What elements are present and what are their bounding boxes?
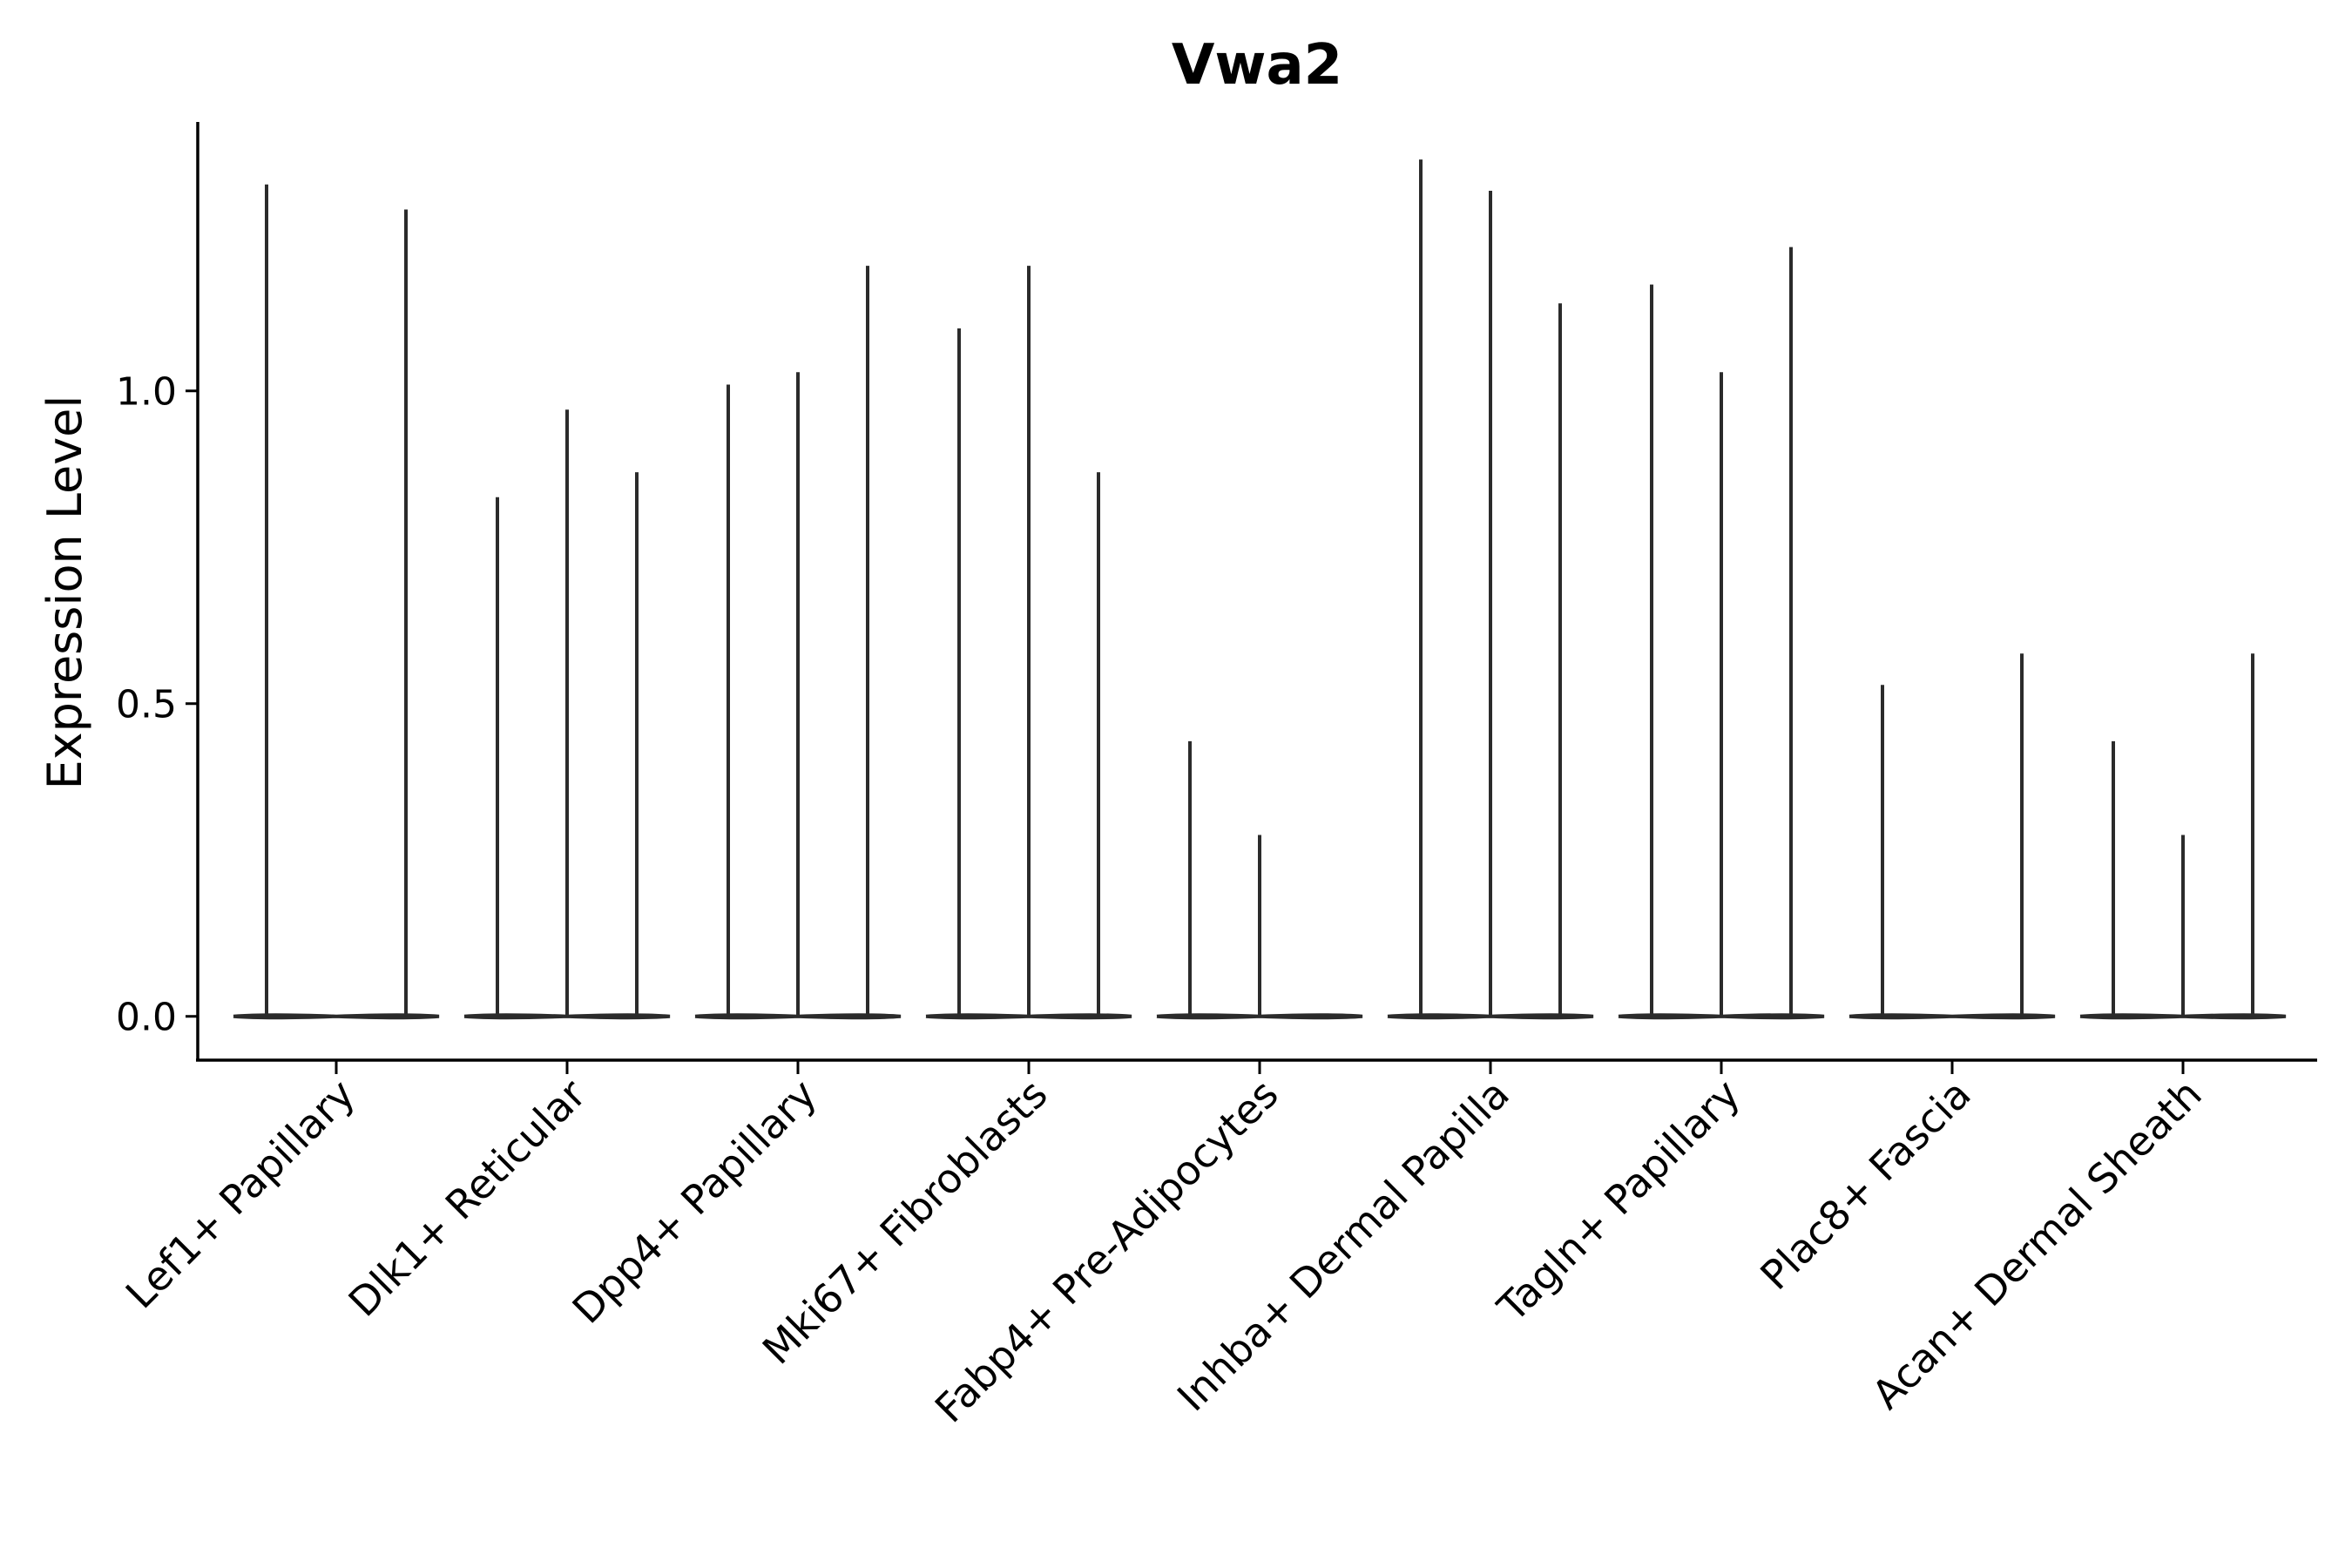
violin-base <box>463 1013 671 1020</box>
violin-group <box>1848 653 2056 1020</box>
violin-base <box>925 1013 1132 1020</box>
violin-base <box>1848 1013 2056 1020</box>
violin-group <box>694 266 902 1020</box>
violin-group <box>233 184 440 1020</box>
violin-base <box>1387 1013 1594 1020</box>
violin-group <box>925 266 1132 1020</box>
y-tick-label: 0.5 <box>116 683 177 727</box>
violin-group <box>1618 247 1825 1020</box>
x-tick-label: Dlk1+ Reticular <box>340 1071 595 1326</box>
violin-group <box>2079 653 2287 1020</box>
x-tick-label: Tagln+ Papillary <box>1488 1071 1749 1332</box>
y-tick-label: 1.0 <box>116 370 177 415</box>
x-tick-label: Lef1+ Papillary <box>117 1071 364 1318</box>
chart-title: Vwa2 <box>1172 33 1342 98</box>
x-tick-label: Dpp4+ Papillary <box>564 1071 826 1333</box>
violin-group <box>463 409 671 1020</box>
violin-base <box>1156 1013 1363 1020</box>
violin-group <box>1156 740 1363 1020</box>
violin-groups <box>233 159 2287 1020</box>
x-tick-label: Plac8+ Fascia <box>1751 1071 1979 1299</box>
violin-group <box>1387 159 1594 1020</box>
violin-base <box>233 1013 440 1020</box>
violin-base <box>694 1013 902 1020</box>
y-ticks: 0.0 0.5 1.0 <box>116 370 198 1040</box>
violin-base <box>1618 1013 1825 1020</box>
y-tick-label: 0.0 <box>116 996 177 1040</box>
violin-base <box>2079 1013 2287 1020</box>
y-axis-label: Expression Level <box>37 395 92 790</box>
